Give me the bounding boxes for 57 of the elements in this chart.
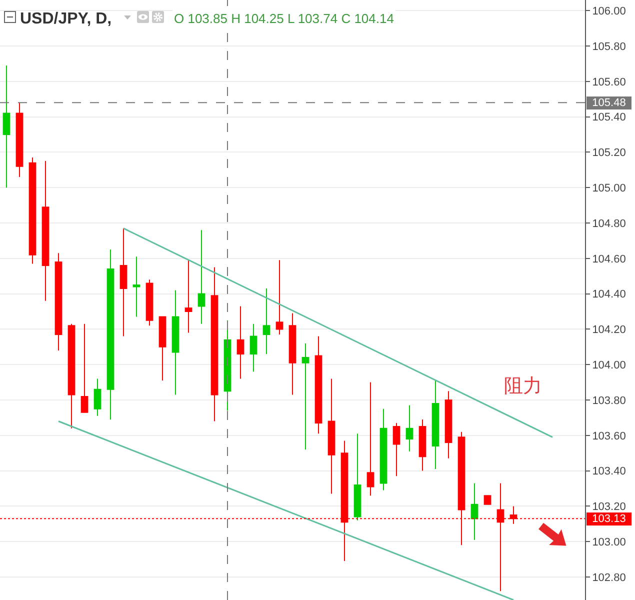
text: O 103.85 H 104.25 L 103.74 C 104.14 [174,11,394,26]
candlestick [366,382,374,496]
candlestick [328,378,336,494]
candlestick [276,260,284,336]
y-tick-label: 105.40 [592,112,626,124]
candlestick [288,312,296,396]
candlestick [444,390,452,459]
y-tick-label: 103.60 [592,430,626,442]
y-tick-label: 105.60 [592,76,626,88]
ref-line-label: 105.48 [592,97,626,109]
y-tick-label: 104.00 [592,359,626,372]
candlestick [146,279,154,326]
y-tick-label: 106.00 [592,5,626,18]
y-tick-label: 103.80 [592,394,626,407]
candlestick [54,252,62,351]
y-tick-label: 105.20 [592,147,626,160]
y-tick-label: 102.80 [592,572,626,584]
y-tick-label: 104.40 [592,288,626,301]
candlestick [484,495,492,505]
candlestick [262,288,270,354]
candlestick [80,323,88,413]
candlestick [16,102,24,178]
y-tick-label: 103.40 [592,466,626,478]
candlestick [42,160,50,302]
candlestick [28,157,36,264]
candlestick [120,228,128,337]
candlestick [158,316,166,382]
y-tick-label: 104.60 [592,253,626,266]
candlestick [406,404,414,452]
candlestick [132,256,140,318]
candlestick [354,433,362,521]
y-tick-label: 104.20 [592,324,626,336]
candlestick [210,266,218,422]
candlestick [392,422,400,477]
candlestick [106,249,114,420]
candlestick [172,290,180,396]
y-tick-label: 105.00 [592,182,626,194]
candlestick [250,323,258,372]
candlestick [418,418,426,472]
candlestick [184,260,192,334]
text: USD/JPY, D, [20,10,112,28]
candlestick [198,230,206,324]
candlestick [68,323,76,429]
candlestick [432,380,440,470]
series-label: 阻力 [504,375,542,397]
candlestick [314,336,322,434]
candlestick [2,64,10,188]
candlestick [94,378,102,416]
candlestick [236,306,244,380]
ref-line-label: 103.13 [592,513,626,525]
y-tick-label: 105.80 [592,40,626,53]
y-tick-label: 103.00 [592,536,626,548]
candlestick [470,482,478,540]
candlestick [302,342,310,450]
y-tick-label: 103.20 [592,501,626,514]
y-tick-label: 104.80 [592,218,626,230]
candlestick [380,408,388,491]
